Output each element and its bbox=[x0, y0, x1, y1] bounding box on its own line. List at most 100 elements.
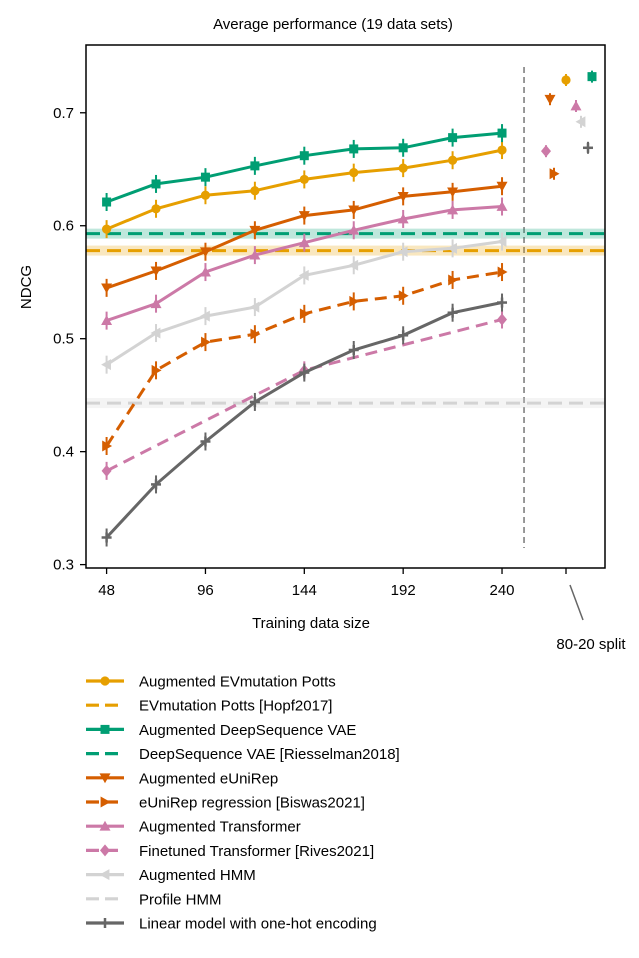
data-point bbox=[150, 327, 161, 339]
y-tick-label: 0.6 bbox=[53, 218, 74, 235]
legend-label: Augmented EVmutation Potts bbox=[139, 674, 336, 691]
data-point bbox=[150, 266, 162, 277]
data-point bbox=[447, 307, 458, 318]
x-tick-label: 96 bbox=[197, 582, 214, 599]
series-linear-model-with-one-hot-encoding bbox=[101, 141, 593, 547]
legend-swatch-marker bbox=[100, 918, 110, 928]
x-tick-label: 144 bbox=[292, 582, 317, 599]
data-point bbox=[101, 283, 113, 294]
data-point bbox=[398, 143, 408, 153]
y-tick-label: 0.3 bbox=[53, 557, 74, 574]
data-point bbox=[101, 315, 113, 326]
split-pointer bbox=[569, 584, 584, 621]
legend-item-finetuned-transformer-rives2021: Finetuned Transformer [Rives2021] bbox=[86, 843, 374, 860]
data-point bbox=[199, 310, 210, 322]
data-point bbox=[398, 163, 408, 173]
data-point bbox=[151, 479, 162, 490]
chart-title: Average performance (19 data sets) bbox=[213, 16, 453, 33]
legend-swatch-marker bbox=[100, 724, 110, 734]
x-tick-label: 240 bbox=[490, 582, 515, 599]
data-point bbox=[101, 359, 111, 371]
legend: Augmented EVmutation Potts EVmutation Pot… bbox=[86, 674, 400, 933]
plot-area bbox=[86, 67, 605, 548]
legend-label: Augmented HMM bbox=[139, 867, 256, 884]
y-axis-label: NDCG bbox=[18, 265, 35, 309]
data-point bbox=[201, 336, 211, 348]
data-point bbox=[496, 201, 508, 211]
data-point bbox=[348, 344, 359, 355]
data-point bbox=[348, 205, 360, 216]
data-point bbox=[348, 224, 360, 235]
split-point bbox=[583, 142, 593, 153]
data-point bbox=[497, 297, 508, 308]
data-point bbox=[200, 172, 210, 182]
x-tick-label: 48 bbox=[98, 582, 115, 599]
data-point bbox=[397, 213, 409, 224]
data-point bbox=[102, 197, 112, 207]
legend-swatch-marker bbox=[100, 676, 110, 686]
y-tick-label: 0.4 bbox=[53, 444, 74, 461]
split-point bbox=[544, 94, 556, 105]
legend-item-profile-hmm: Profile HMM bbox=[86, 891, 222, 908]
data-point bbox=[151, 179, 161, 189]
series-line bbox=[105, 240, 503, 366]
data-point bbox=[497, 145, 507, 155]
series-augmented-deepsequence-vae bbox=[102, 70, 597, 212]
legend-label: Augmented eUniRep bbox=[139, 770, 278, 787]
x-axis: 48 96 144 192 240 bbox=[98, 568, 567, 599]
data-point bbox=[398, 330, 409, 341]
data-point bbox=[199, 247, 211, 258]
series-eunirep-regression-biswas2021 bbox=[102, 167, 560, 456]
legend-swatch-marker bbox=[99, 869, 110, 881]
data-point bbox=[398, 290, 409, 302]
series-finetuned-transformer-rives2021 bbox=[101, 145, 551, 480]
data-point bbox=[249, 301, 260, 313]
legend-label: Profile HMM bbox=[139, 891, 222, 908]
data-point bbox=[249, 225, 261, 236]
legend-item-augmented-eunirep: Augmented eUniRep bbox=[86, 770, 278, 787]
legend-item-augmented-transformer: Augmented Transformer bbox=[86, 819, 301, 836]
data-point bbox=[298, 269, 309, 281]
legend-item-augmented-hmm: Augmented HMM bbox=[86, 867, 256, 884]
plot-frame bbox=[85, 44, 606, 569]
data-point bbox=[249, 396, 260, 407]
data-point bbox=[151, 204, 161, 214]
legend-swatch-marker bbox=[99, 773, 111, 784]
data-point bbox=[200, 190, 211, 200]
x-axis-label: Training data size bbox=[252, 615, 370, 632]
data-point bbox=[447, 242, 457, 254]
data-point bbox=[101, 224, 112, 234]
data-point bbox=[150, 298, 162, 309]
data-point bbox=[448, 274, 459, 286]
data-point bbox=[497, 266, 508, 278]
data-point bbox=[299, 174, 309, 185]
legend-item-eunirep-regression-biswas2021: eUniRep regression [Biswas2021] bbox=[86, 795, 365, 812]
data-point bbox=[397, 191, 409, 202]
legend-label: Linear model with one-hot encoding bbox=[139, 916, 377, 933]
data-point bbox=[298, 237, 310, 248]
legend-swatch-marker bbox=[100, 844, 110, 857]
series-line bbox=[105, 301, 503, 539]
data-point bbox=[447, 187, 459, 198]
data-point bbox=[447, 204, 459, 215]
series-evmutation-potts-hopf2017 bbox=[86, 245, 605, 256]
data-point bbox=[349, 144, 359, 154]
x-tick-label: 192 bbox=[391, 582, 416, 599]
legend-swatch-marker bbox=[99, 820, 111, 831]
split-point bbox=[541, 145, 551, 158]
split-label: 80-20 split bbox=[556, 636, 626, 653]
data-point bbox=[298, 211, 310, 222]
data-point bbox=[448, 133, 458, 143]
series-augmented-transformer bbox=[101, 99, 582, 330]
y-tick-label: 0.7 bbox=[53, 105, 74, 122]
data-point bbox=[250, 161, 260, 171]
data-point bbox=[249, 249, 261, 260]
legend-item-linear-model-with-one-hot-encoding: Linear model with one-hot encoding bbox=[86, 916, 377, 933]
data-point bbox=[102, 440, 113, 452]
data-point bbox=[299, 308, 310, 320]
legend-item-evmutation-potts-hopf2017: EVmutation Potts [Hopf2017] bbox=[86, 698, 332, 715]
legend-label: EVmutation Potts [Hopf2017] bbox=[139, 698, 332, 715]
split-point bbox=[570, 100, 582, 111]
data-point bbox=[349, 168, 359, 178]
